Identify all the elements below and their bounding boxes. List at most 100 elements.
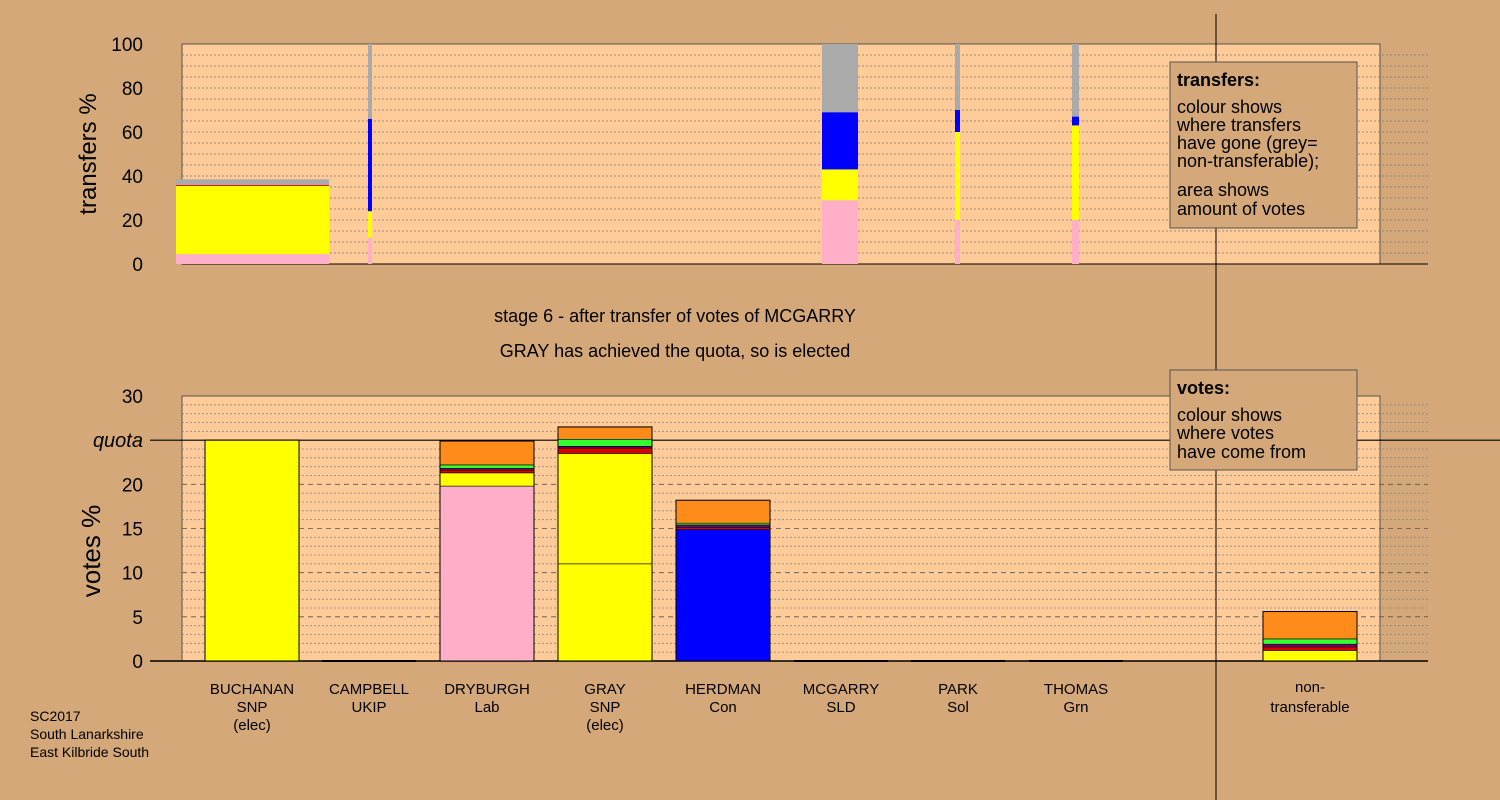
legend-transfers-line: colour shows [1177,97,1282,117]
candidate-label: DRYBURGH [444,681,530,698]
vote-bar-outline [439,440,535,662]
legend-transfers-title: transfers: [1177,70,1260,90]
transfer-segment [176,185,329,255]
votes-tick-label: 15 [122,520,143,541]
transfer-segment [1072,125,1079,220]
votes-tick-label: 0 [132,652,143,673]
transfer-segment [955,220,960,264]
transfer-segment [368,118,372,212]
transfers-y-axis: 0 20 40 60 80 100 [111,35,143,276]
stage-subtitle: GRAY has achieved the quota, so is elect… [500,341,851,361]
transfer-segment [1072,220,1079,264]
transfer-segment [1072,116,1079,126]
ward-name: East Kilbride South [30,744,150,760]
transfer-segment [368,44,372,119]
candidate-label: UKIP [351,699,386,716]
candidate-label: SNP [590,699,621,716]
vote-bar-outline [204,439,300,662]
legend-votes-line: colour shows [1177,405,1282,425]
quota-label: quota [93,430,143,452]
transfer-segment [955,110,960,132]
vote-segment [1262,650,1358,662]
transfer-segment [955,132,960,220]
legend-transfers-line: area shows [1177,180,1269,200]
vote-segment [439,440,535,466]
vote-bar-outline [557,426,653,662]
vote-segment [675,499,771,524]
vote-segment [1262,643,1358,648]
transfers-tick-label: 0 [132,255,143,276]
candidate-label: CAMPBELL [329,681,409,698]
transfer-segment [1072,44,1079,117]
votes-bars [204,426,1358,662]
legend-votes-line: have come from [1177,442,1306,462]
candidate-label: GRAY [584,681,625,698]
transfers-tick-label: 60 [122,123,143,144]
legend-votes: votes: colour shows where votes have com… [1169,369,1358,471]
transfers-gridlines [182,54,1428,265]
candidate-label: Sol [947,699,969,716]
vote-segment [557,447,653,454]
transfers-tick-label: 40 [122,167,143,188]
candidate-label: Con [709,699,737,716]
transfer-segment [176,254,329,264]
vote-segment [675,529,771,662]
transfer-segment [368,237,372,264]
election-code: SC2017 [30,708,81,724]
candidate-label: SLD [826,699,855,716]
legend-transfers-line: non-transferable); [1177,151,1319,171]
candidate-label: (elec) [233,717,271,734]
vote-segment [439,469,535,474]
vote-segment [1262,638,1358,645]
legend-votes-title: votes: [1177,378,1230,398]
candidate-label: SNP [237,699,268,716]
transfer-segment [368,211,372,238]
vote-bar-outline [1262,611,1358,662]
candidate-label: Lab [474,699,499,716]
svg-text:colour shows where trans: colour shows where transfers have gone (… [1176,97,1324,219]
candidate-label: transferable [1270,699,1349,716]
legend-transfers: transfers: colour shows where transfers … [1169,61,1358,229]
votes-tick-label: 30 [122,387,143,408]
stage-title: stage 6 - after transfer of votes of MCG… [494,306,856,326]
vote-segment [675,524,771,528]
legend-transfers-line: have gone (grey= [1177,133,1318,153]
transfers-tick-label: 80 [122,79,143,100]
candidate-label: non- [1295,679,1325,696]
transfers-y-label: transfers % [75,93,102,214]
vote-segment [557,563,653,662]
legend-votes-line: where votes [1176,423,1274,443]
votes-tick-label: 20 [122,475,143,496]
transfers-tick-label: 100 [111,35,143,56]
vote-bar-outline [675,499,771,662]
transfer-segment [176,185,329,186]
vote-segment [1262,611,1358,640]
transfer-segment [822,200,858,264]
council-name: South Lanarkshire [30,726,144,742]
vote-segment [557,438,653,447]
candidate-label: MCGARRY [803,681,879,698]
candidate-label: HERDMAN [685,681,761,698]
candidate-label: (elec) [586,717,624,734]
vote-segment [557,426,653,440]
votes-y-axis: 0 5 10 15 20 30 quota [93,387,143,673]
candidate-label: THOMAS [1044,681,1108,698]
transfer-segment [176,179,329,186]
candidate-label: PARK [938,681,978,698]
vote-segment [439,464,535,469]
vote-segment [439,472,535,487]
transfer-segment [822,112,858,170]
vote-segment [204,439,300,662]
svg-text:colour shows where votes: colour shows where votes have come from [1176,405,1306,462]
candidate-label: Grn [1063,699,1088,716]
transfers-tick-label: 20 [122,211,143,232]
votes-x-labels: BUCHANANSNP(elec)CAMPBELLUKIPDRYBURGHLab… [210,679,1350,734]
transfer-segment [955,44,960,110]
election-info: SC2017 South Lanarkshire East Kilbride S… [30,707,149,761]
vote-segment [439,485,535,662]
legend-transfers-line: amount of votes [1177,199,1305,219]
votes-y-label: votes % [76,505,106,598]
votes-tick-label: 5 [132,608,143,629]
transfer-segment [822,169,858,201]
